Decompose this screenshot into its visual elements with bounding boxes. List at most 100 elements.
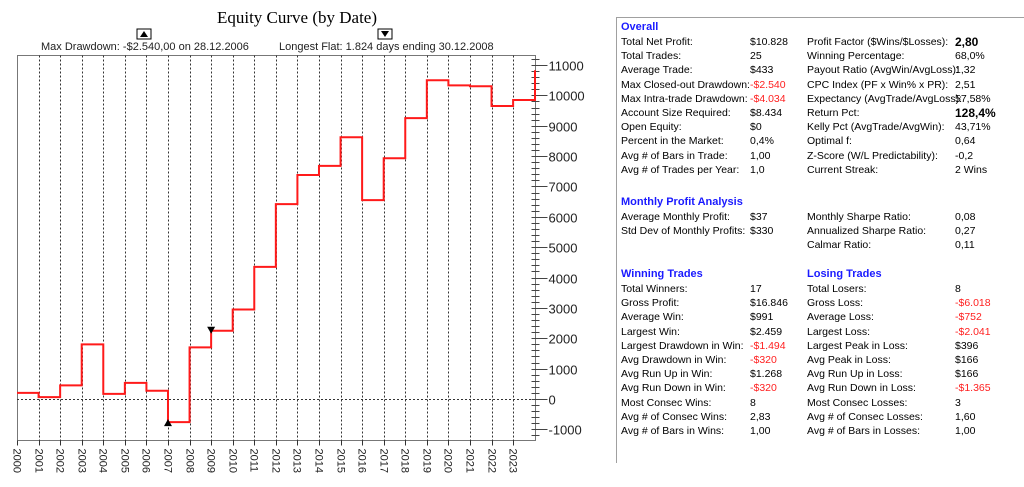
y-tick-label: 11000: [549, 59, 584, 74]
losing-stat-value: 8: [955, 283, 961, 295]
equity-series: [17, 70, 536, 424]
y-tick-label: 5000: [549, 241, 578, 256]
max-drawdown-up-triangle-icon: [163, 419, 172, 427]
x-tick-label: 2017: [378, 449, 390, 473]
section-header-losing: Losing Trades: [807, 268, 882, 280]
performance-summary-panel: Overall Total Net Profit: $10.828 Total Tra…: [616, 17, 1024, 463]
x-tick-label: 2003: [76, 449, 88, 473]
y-tick-label: 1000: [549, 363, 578, 378]
winning-stat-label: Total Winners:: [621, 283, 688, 295]
winning-stat-label: Avg Run Up in Win:: [621, 368, 713, 381]
overall-stat-value: -$2.540: [750, 78, 786, 91]
up-triangle-icon: [140, 31, 148, 37]
overall-stat-label: Max Closed-out Drawdown:: [621, 78, 750, 91]
section-header-overall: Overall: [621, 21, 659, 33]
losing-stat-label: Gross Loss:: [807, 297, 864, 310]
overall-stat-value: 1,0: [750, 163, 765, 176]
losing-stat-value: 1,00: [955, 425, 976, 437]
x-tick-label: 2002: [54, 449, 66, 473]
losing-stat-label: Avg # of Consec Losses:: [807, 410, 923, 423]
losing-stat-label: Avg Run Down in Loss:: [807, 382, 916, 395]
overall-stat-value: 0,4%: [750, 135, 774, 148]
overall-stat-value: 57,58%: [955, 92, 991, 105]
overall-stat-label: Kelly Pct (AvgTrade/AvgWin):: [807, 121, 945, 134]
overall-stat-value: 68,0%: [955, 50, 985, 63]
x-tick-label: 2006: [140, 449, 152, 473]
overall-stat-value: 25: [750, 50, 762, 63]
winning-stat-value: 17: [750, 283, 762, 295]
losing-stat-value: -$752: [955, 311, 982, 324]
losing-stat-label: Total Losers:: [807, 283, 867, 295]
losing-stat-label: Avg Peak in Loss:: [807, 354, 891, 366]
y-tick-label: 3000: [549, 302, 578, 317]
x-tick-label: 2022: [486, 449, 498, 473]
winning-stat-label: Avg # of Consec Wins:: [621, 410, 728, 423]
losing-stat-label: Most Consec Losses:: [807, 396, 908, 409]
winning-stat-value: 1,00: [750, 425, 771, 437]
y-tick-label: 8000: [549, 150, 578, 165]
x-tick-label: 2000: [11, 449, 23, 473]
winning-stat-value: $16.846: [750, 297, 788, 310]
x-tick-label: 2015: [335, 449, 347, 473]
losing-stat-value: -$2.041: [955, 325, 991, 338]
overall-stat-label: Avg # of Bars in Trade:: [621, 149, 728, 162]
winning-stat-value: $1.268: [750, 368, 783, 381]
winning-stat-value: 8: [750, 396, 756, 409]
x-tick-label: 2019: [421, 449, 433, 473]
monthly-stat-label: Average Monthly Profit:: [621, 211, 730, 223]
losing-stat-label: Avg # of Bars in Losses:: [807, 425, 921, 437]
y-tick-label: -1000: [549, 423, 582, 438]
overall-stat-label: Average Trade:: [621, 64, 693, 77]
winning-stat-label: Average Win:: [621, 311, 684, 324]
overall-stat-value: $10.828: [750, 36, 788, 48]
winning-stat-label: Largest Drawdown in Win:: [621, 339, 744, 352]
overall-stat-label: Profit Factor ($Wins/$Losses):: [807, 36, 949, 48]
monthly-stat-label: Calmar Ratio:: [807, 239, 872, 252]
x-tick-label: 2020: [442, 449, 454, 473]
chart-title: Equity Curve (by Date): [217, 8, 377, 27]
losing-stat-value: 1,60: [955, 410, 976, 423]
overall-stat-value: $433: [750, 64, 774, 77]
winning-stat-label: Largest Win:: [621, 325, 680, 338]
losing-stat-label: Avg Run Up in Loss:: [807, 368, 903, 381]
x-tick-label: 2005: [119, 449, 131, 473]
overall-stat-label: Winning Percentage:: [807, 50, 905, 63]
x-tick-label: 2011: [248, 449, 260, 473]
y-tick-label: 0: [549, 393, 556, 408]
losing-stat-value: 3: [955, 396, 961, 409]
overall-stat-label: Open Equity:: [621, 121, 682, 134]
overall-stat-value: 1,00: [750, 149, 771, 162]
monthly-stat-label: Annualized Sharpe Ratio:: [807, 225, 927, 238]
longest-flat-annotation: Longest Flat: 1.824 days ending 30.12.20…: [279, 41, 494, 53]
overall-stat-label: Max Intra-trade Drawdown:: [621, 92, 748, 105]
winning-stat-value: -$320: [750, 382, 777, 395]
monthly-stat-value: 0,27: [955, 225, 976, 238]
overall-stat-value: 2 Wins: [955, 163, 988, 176]
overall-stat-value: 2,80: [955, 35, 979, 49]
x-tick-label: 2012: [270, 449, 282, 473]
winning-stat-label: Avg Drawdown in Win:: [621, 354, 727, 366]
overall-stat-label: Total Trades:: [621, 50, 682, 63]
y-tick-label: 6000: [549, 211, 578, 226]
equity-line: [17, 70, 536, 424]
overall-stat-label: Expectancy (AvgTrade/AvgLoss):: [807, 92, 963, 105]
winning-stat-label: Gross Profit:: [621, 297, 680, 310]
x-tick-label: 2004: [97, 449, 109, 473]
monthly-stat-label: Monthly Sharpe Ratio:: [807, 211, 911, 223]
winning-stat-label: Most Consec Wins:: [621, 396, 712, 409]
overall-stat-label: Payout Ratio (AvgWin/AvgLoss):: [807, 64, 959, 77]
overall-stat-label: Return Pct:: [807, 107, 860, 119]
x-tick-label: 2010: [227, 449, 239, 473]
losing-stat-value: -$1.365: [955, 382, 991, 395]
overall-stat-value: $8.434: [750, 107, 783, 119]
x-tick-label: 2018: [399, 449, 411, 473]
section-header-winning: Winning Trades: [621, 268, 703, 280]
overall-stat-label: Avg # of Trades per Year:: [621, 163, 740, 176]
overall-stat-value: -0,2: [955, 149, 974, 162]
winning-stat-value: 2,83: [750, 410, 771, 423]
monthly-stat-value: 0,11: [955, 239, 975, 252]
winning-stat-value: -$1.494: [750, 339, 786, 352]
x-tick-label: 2001: [33, 449, 45, 473]
overall-stat-value: 43,71%: [955, 121, 991, 134]
losing-stat-label: Average Loss:: [807, 311, 874, 324]
